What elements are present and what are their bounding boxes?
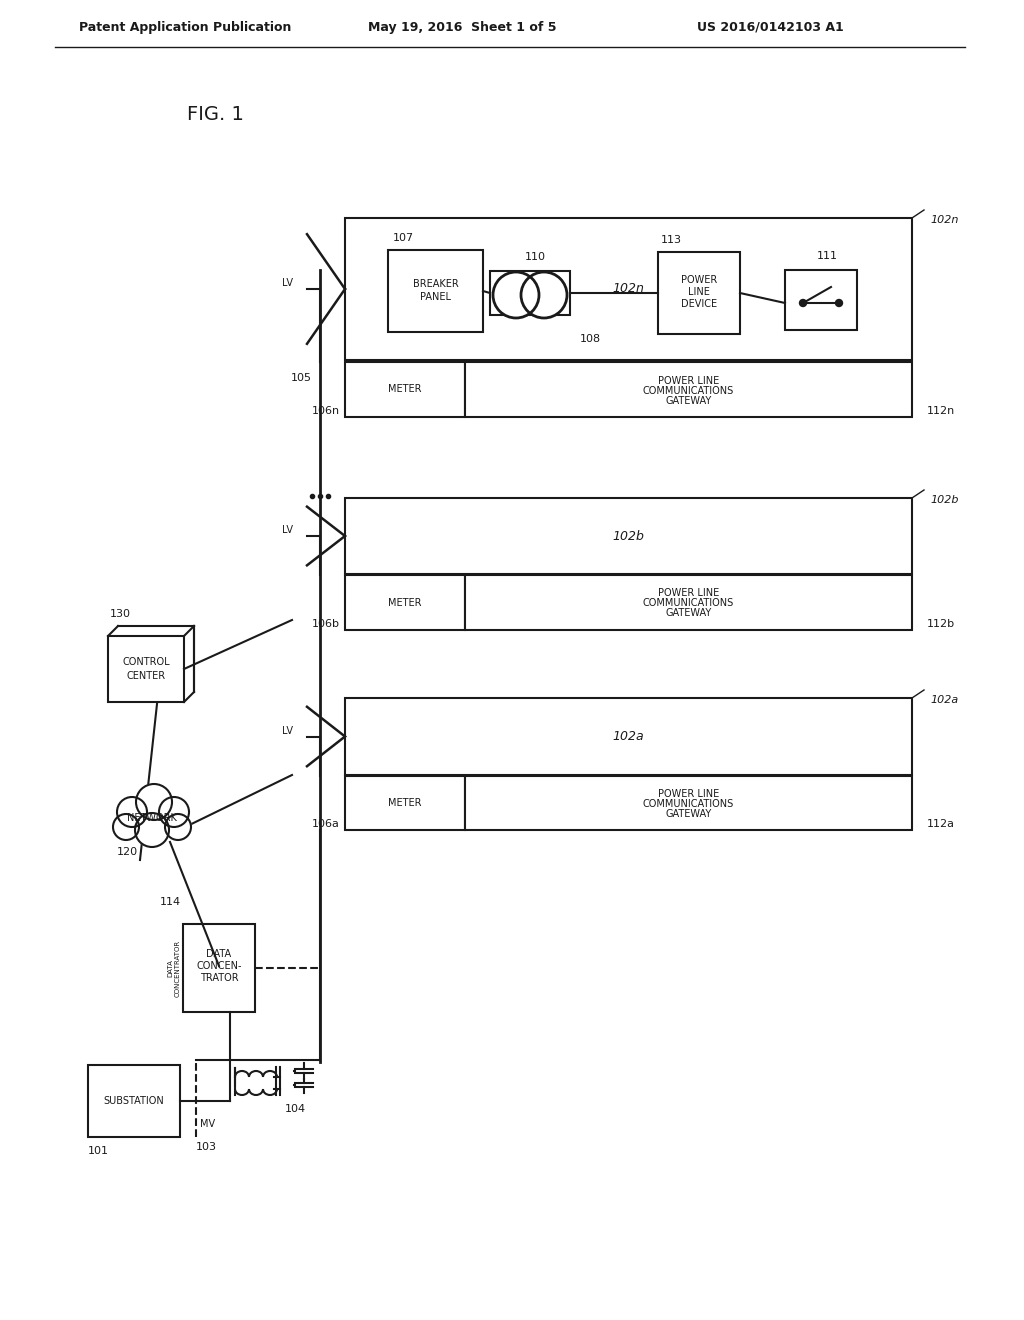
Text: METER: METER (388, 384, 422, 395)
Text: LV: LV (282, 525, 293, 535)
Text: COMMUNICATIONS: COMMUNICATIONS (643, 598, 734, 609)
Text: CENTER: CENTER (126, 671, 166, 681)
Text: Patent Application Publication: Patent Application Publication (79, 21, 291, 33)
FancyBboxPatch shape (108, 636, 184, 702)
FancyBboxPatch shape (88, 1065, 180, 1137)
Circle shape (136, 784, 172, 820)
FancyBboxPatch shape (345, 698, 912, 775)
Text: POWER: POWER (681, 275, 717, 285)
Text: 114: 114 (160, 898, 181, 907)
FancyBboxPatch shape (465, 776, 912, 830)
Text: 110: 110 (525, 252, 546, 261)
Text: 112a: 112a (927, 818, 955, 829)
Circle shape (135, 813, 169, 847)
Text: 120: 120 (117, 847, 138, 857)
Text: POWER LINE: POWER LINE (657, 375, 719, 385)
Text: 102a: 102a (612, 730, 644, 743)
Text: MV: MV (200, 1119, 215, 1129)
Text: May 19, 2016  Sheet 1 of 5: May 19, 2016 Sheet 1 of 5 (368, 21, 556, 33)
Text: CONCEN-: CONCEN- (197, 961, 242, 972)
FancyBboxPatch shape (388, 249, 483, 333)
Text: 103: 103 (196, 1142, 217, 1152)
Circle shape (159, 797, 189, 828)
Circle shape (836, 300, 843, 306)
Text: NETWORK: NETWORK (127, 813, 177, 822)
FancyBboxPatch shape (345, 576, 465, 630)
FancyBboxPatch shape (345, 498, 912, 574)
Text: LV: LV (282, 279, 293, 288)
Text: 105: 105 (291, 374, 312, 383)
Text: DATA
CONCENTRATOR: DATA CONCENTRATOR (168, 940, 180, 997)
Text: TRATOR: TRATOR (200, 973, 239, 983)
Text: PANEL: PANEL (420, 292, 451, 302)
Text: GATEWAY: GATEWAY (666, 609, 712, 619)
Text: 104: 104 (285, 1104, 306, 1114)
Text: 102n: 102n (612, 282, 644, 296)
Text: 107: 107 (393, 234, 414, 243)
FancyBboxPatch shape (345, 218, 912, 360)
FancyBboxPatch shape (183, 924, 255, 1012)
Text: COMMUNICATIONS: COMMUNICATIONS (643, 385, 734, 396)
Text: LINE: LINE (688, 286, 710, 297)
Text: DATA: DATA (207, 949, 231, 960)
Text: DEVICE: DEVICE (681, 300, 717, 309)
Text: SUBSTATION: SUBSTATION (103, 1096, 165, 1106)
Text: POWER LINE: POWER LINE (657, 789, 719, 799)
FancyBboxPatch shape (345, 776, 465, 830)
Text: 106n: 106n (312, 407, 340, 416)
Circle shape (800, 300, 807, 306)
Text: 108: 108 (580, 334, 601, 345)
Circle shape (493, 272, 539, 318)
Text: 102b: 102b (612, 529, 644, 543)
Circle shape (521, 272, 567, 318)
Text: 112n: 112n (927, 407, 955, 416)
Text: GATEWAY: GATEWAY (666, 809, 712, 818)
Text: LV: LV (282, 726, 293, 735)
Text: 130: 130 (110, 609, 131, 619)
Text: POWER LINE: POWER LINE (657, 589, 719, 598)
Circle shape (113, 814, 139, 840)
FancyBboxPatch shape (345, 362, 465, 417)
Text: 112b: 112b (927, 619, 955, 630)
Text: CONTROL: CONTROL (122, 657, 170, 667)
Text: METER: METER (388, 598, 422, 607)
FancyBboxPatch shape (465, 576, 912, 630)
Circle shape (117, 797, 147, 828)
Text: 102a: 102a (930, 696, 958, 705)
Text: 113: 113 (662, 235, 682, 246)
Text: COMMUNICATIONS: COMMUNICATIONS (643, 799, 734, 809)
FancyBboxPatch shape (658, 252, 740, 334)
Text: 101: 101 (88, 1146, 109, 1156)
Text: 106a: 106a (312, 818, 340, 829)
Text: METER: METER (388, 799, 422, 808)
FancyBboxPatch shape (490, 271, 570, 315)
Text: BREAKER: BREAKER (413, 279, 459, 289)
FancyBboxPatch shape (465, 362, 912, 417)
Text: 111: 111 (816, 251, 838, 261)
Text: GATEWAY: GATEWAY (666, 396, 712, 405)
Text: 106b: 106b (312, 619, 340, 630)
Circle shape (165, 814, 191, 840)
Text: 102b: 102b (930, 495, 958, 506)
FancyBboxPatch shape (785, 271, 857, 330)
Text: 102n: 102n (930, 215, 958, 224)
Text: US 2016/0142103 A1: US 2016/0142103 A1 (696, 21, 844, 33)
Text: FIG. 1: FIG. 1 (186, 106, 244, 124)
